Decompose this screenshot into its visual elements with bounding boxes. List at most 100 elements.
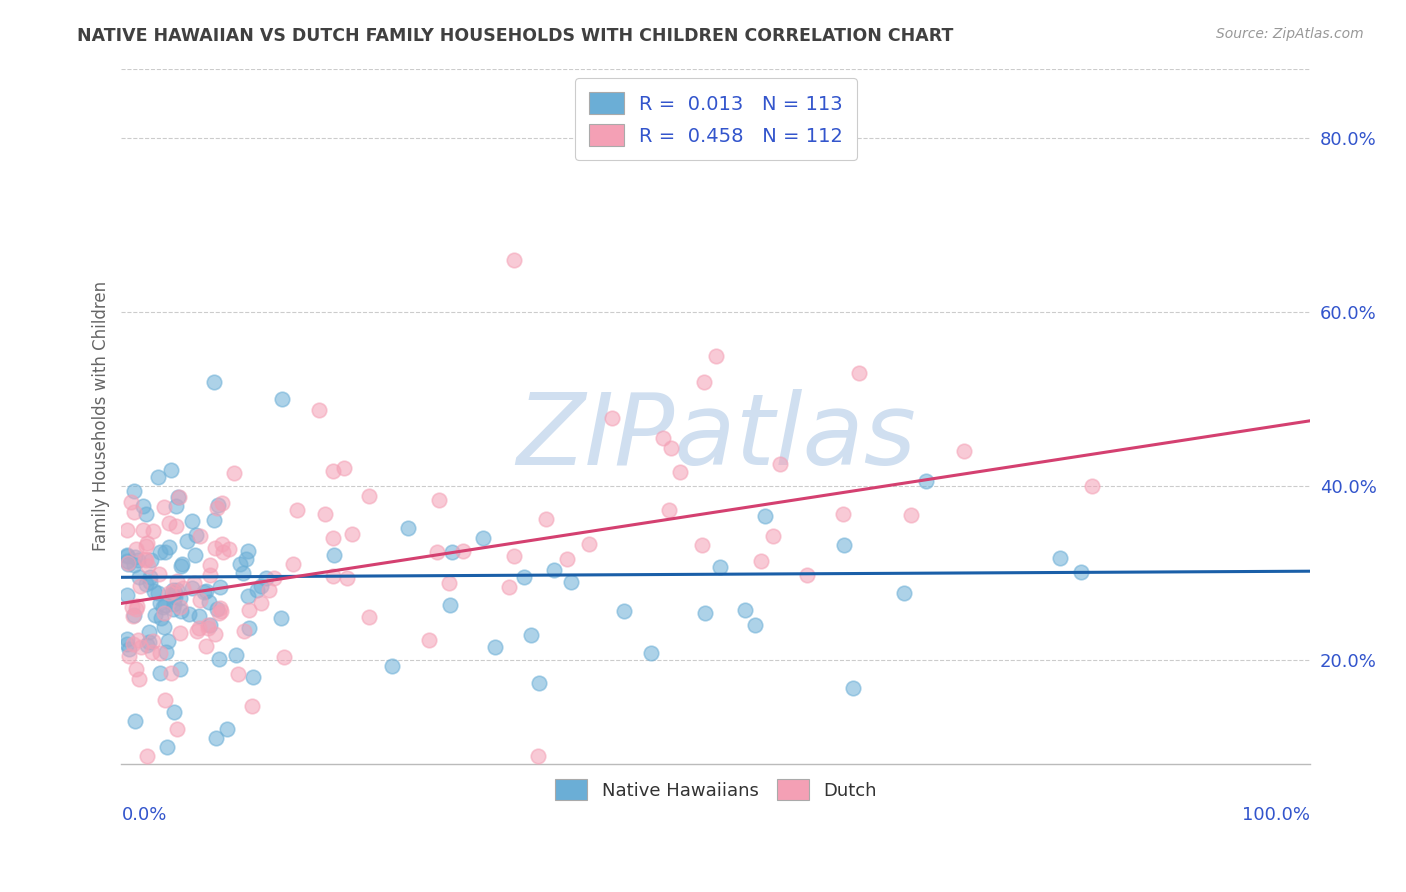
- Point: [322, 464, 344, 478]
- Point: [157, 540, 180, 554]
- Point: [135, 553, 157, 567]
- Point: [225, 648, 247, 663]
- Point: [734, 603, 756, 617]
- Point: [179, 607, 201, 621]
- Point: [165, 586, 187, 600]
- Point: [613, 604, 636, 618]
- Point: [754, 508, 776, 523]
- Point: [841, 681, 863, 695]
- Point: [209, 580, 232, 594]
- Point: [229, 557, 252, 571]
- Point: [135, 638, 157, 652]
- Point: [893, 586, 915, 600]
- Point: [125, 662, 148, 676]
- Point: [162, 602, 184, 616]
- Point: [186, 624, 208, 638]
- Point: [149, 666, 172, 681]
- Point: [165, 499, 187, 513]
- Point: [396, 521, 419, 535]
- Text: NATIVE HAWAIIAN VS DUTCH FAMILY HOUSEHOLDS WITH CHILDREN CORRELATION CHART: NATIVE HAWAIIAN VS DUTCH FAMILY HOUSEHOL…: [77, 27, 953, 45]
- Point: [235, 552, 257, 566]
- Point: [769, 458, 792, 472]
- Point: [659, 441, 682, 455]
- Point: [169, 591, 191, 606]
- Point: [118, 649, 141, 664]
- Point: [121, 599, 143, 614]
- Point: [138, 569, 160, 583]
- Point: [228, 667, 250, 681]
- Point: [271, 392, 294, 406]
- Point: [246, 583, 269, 598]
- Point: [357, 489, 380, 503]
- Point: [215, 723, 238, 737]
- Point: [142, 584, 165, 599]
- Point: [232, 566, 254, 580]
- Point: [155, 693, 177, 707]
- Point: [153, 500, 176, 514]
- Point: [322, 569, 344, 583]
- Point: [124, 549, 146, 564]
- Point: [695, 607, 717, 621]
- Point: [534, 512, 557, 526]
- Point: [139, 553, 162, 567]
- Point: [120, 495, 142, 509]
- Point: [128, 673, 150, 687]
- Point: [270, 611, 292, 625]
- Text: 100.0%: 100.0%: [1243, 806, 1310, 824]
- Point: [204, 627, 226, 641]
- Point: [129, 640, 152, 654]
- Text: Source: ZipAtlas.com: Source: ZipAtlas.com: [1216, 27, 1364, 41]
- Point: [193, 584, 215, 599]
- Point: [149, 646, 172, 660]
- Point: [150, 610, 173, 624]
- Point: [117, 549, 139, 563]
- Point: [323, 548, 346, 562]
- Point: [704, 349, 727, 363]
- Point: [134, 551, 156, 566]
- Point: [796, 567, 818, 582]
- Point: [1049, 551, 1071, 566]
- Point: [128, 570, 150, 584]
- Text: 0.0%: 0.0%: [121, 806, 167, 824]
- Point: [209, 604, 232, 618]
- Point: [132, 523, 155, 537]
- Point: [555, 551, 578, 566]
- Point: [125, 542, 148, 557]
- Point: [212, 545, 235, 559]
- Point: [184, 528, 207, 542]
- Point: [188, 529, 211, 543]
- Point: [658, 503, 681, 517]
- Point: [207, 498, 229, 512]
- Point: [426, 545, 449, 559]
- Point: [117, 588, 139, 602]
- Point: [513, 569, 536, 583]
- Point: [128, 579, 150, 593]
- Point: [238, 543, 260, 558]
- Point: [208, 652, 231, 666]
- Point: [142, 524, 165, 538]
- Point: [166, 583, 188, 598]
- Point: [451, 543, 474, 558]
- Point: [205, 500, 228, 515]
- Point: [153, 620, 176, 634]
- Point: [240, 698, 263, 713]
- Point: [484, 640, 506, 655]
- Point: [117, 632, 139, 646]
- Point: [125, 602, 148, 616]
- Point: [197, 618, 219, 632]
- Point: [440, 545, 463, 559]
- Point: [132, 500, 155, 514]
- Point: [273, 650, 295, 665]
- Point: [333, 460, 356, 475]
- Point: [162, 597, 184, 611]
- Point: [600, 411, 623, 425]
- Point: [117, 641, 139, 656]
- Point: [200, 618, 222, 632]
- Point: [218, 542, 240, 557]
- Point: [336, 571, 359, 585]
- Point: [668, 465, 690, 479]
- Point: [285, 503, 308, 517]
- Point: [749, 553, 772, 567]
- Point: [162, 582, 184, 597]
- Point: [953, 444, 976, 458]
